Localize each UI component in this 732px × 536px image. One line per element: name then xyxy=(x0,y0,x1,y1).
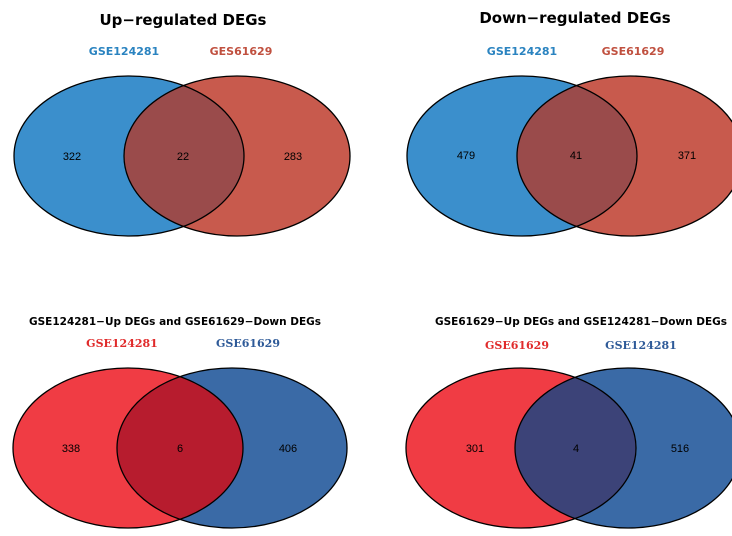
set-b-outline xyxy=(514,367,732,529)
count-b-only: 283 xyxy=(284,151,302,163)
count-overlap: 41 xyxy=(570,150,582,162)
set-a-outline xyxy=(405,367,637,529)
set-b-label: GSE61629 xyxy=(216,337,280,350)
set-a-label: GSE124281 xyxy=(487,45,557,58)
overlap-region xyxy=(517,76,637,236)
count-overlap: 22 xyxy=(177,151,189,163)
set-b-outline xyxy=(116,367,348,529)
set-a-outline xyxy=(406,75,638,237)
panel-title: GSE61629−Up DEGs and GSE124281−Down DEGs xyxy=(435,316,727,328)
venn-panel-down-regulated: Down−regulated DEGs GSE124281 GSE61629 4… xyxy=(406,9,732,237)
count-b-only: 516 xyxy=(671,443,689,455)
count-a-only: 338 xyxy=(62,443,80,455)
set-a-label: GSE61629 xyxy=(485,339,549,352)
panel-title: Down−regulated DEGs xyxy=(479,9,670,27)
set-a-label: GSE124281 xyxy=(89,45,159,58)
count-b-only: 371 xyxy=(678,150,696,162)
set-b-outline xyxy=(516,75,732,237)
venn-panel-down-vs-up: GSE61629−Up DEGs and GSE124281−Down DEGs… xyxy=(405,316,732,529)
count-b-only: 406 xyxy=(279,443,297,455)
overlap-region xyxy=(117,368,243,528)
set-b-label: GSE124281 xyxy=(605,339,677,352)
venn-panel-up-vs-down: GSE124281−Up DEGs and GSE61629−Down DEGs… xyxy=(12,316,348,529)
overlap-region xyxy=(515,368,636,528)
count-a-only: 479 xyxy=(457,150,475,162)
count-a-only: 301 xyxy=(466,443,484,455)
panel-title: Up−regulated DEGs xyxy=(100,11,267,29)
panel-title: GSE124281−Up DEGs and GSE61629−Down DEGs xyxy=(29,316,321,328)
count-overlap: 6 xyxy=(177,443,183,455)
set-a-label: GSE124281 xyxy=(86,337,158,350)
set-b-outline xyxy=(123,75,351,237)
set-a-outline xyxy=(13,75,245,237)
count-overlap: 4 xyxy=(573,443,579,455)
set-b-label: GSE61629 xyxy=(602,45,665,58)
set-b-label: GES61629 xyxy=(210,45,273,58)
count-a-only: 322 xyxy=(63,151,81,163)
set-a-outline xyxy=(12,367,244,529)
overlap-region xyxy=(124,76,244,236)
venn-panel-up-regulated: Up−regulated DEGs GSE124281 GES61629 322… xyxy=(13,11,351,237)
